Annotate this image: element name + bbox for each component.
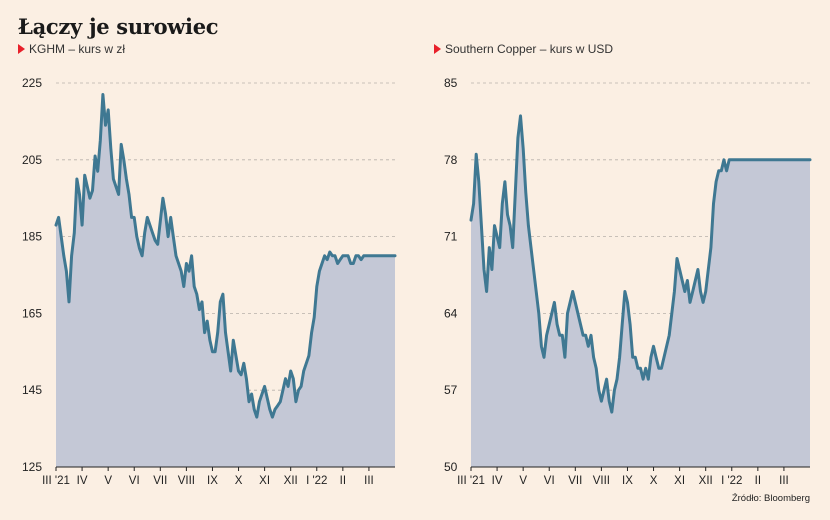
kghm-x-tick-label: III <box>364 475 374 487</box>
kghm-x-tick-label: VI <box>129 475 140 487</box>
kghm-subtitle: KGHM – kurs w zł <box>18 42 125 56</box>
kghm-x-tick-label: IV <box>77 475 88 487</box>
southern-copper-x-tick-label: IV <box>492 475 503 487</box>
southern-copper-y-tick-label: 85 <box>444 76 458 90</box>
southern-copper-area <box>471 115 810 468</box>
southern-copper-x-tick-label: III '21 <box>457 475 485 487</box>
kghm-y-tick-label: 165 <box>22 306 42 320</box>
kghm-area <box>56 94 395 467</box>
southern-copper-x-tick-label: X <box>650 475 658 487</box>
kghm-price-line <box>54 93 397 419</box>
southern-copper-x-tick-label: IX <box>622 475 633 487</box>
kghm-x-tick-label: III '21 <box>42 475 70 487</box>
southern-copper-x-tick-label: VII <box>568 475 582 487</box>
kghm-subtitle-text: KGHM – kurs w zł <box>29 42 126 56</box>
red-triangle-icon <box>18 44 25 54</box>
kghm-x-tick-label: XII <box>284 475 298 487</box>
red-triangle-icon <box>434 44 441 54</box>
southern-copper-y-tick-label: 57 <box>444 383 458 397</box>
southern-copper-x-tick-label: III <box>779 475 789 487</box>
kghm-x-tick-label: X <box>235 475 243 487</box>
chart-title: Łączy je surowiec <box>18 14 219 39</box>
kghm-y-tick-label: 125 <box>22 460 42 474</box>
southern-copper-x-tick-label: II <box>755 475 761 487</box>
kghm-x-tick-label: V <box>104 475 112 487</box>
southern-copper-y-tick-label: 50 <box>444 460 458 474</box>
southern-copper-x-tick-label: V <box>519 475 527 487</box>
southern-copper-subtitle-text: Southern Copper – kurs w USD <box>445 42 614 56</box>
kghm-y-tick-label: 205 <box>22 153 42 167</box>
kghm-y-tick-label: 145 <box>22 383 42 397</box>
kghm-x-tick-label: VIII <box>178 475 195 487</box>
kghm-y-tick-label: 185 <box>22 230 42 244</box>
kghm-x-tick-label: IX <box>207 475 218 487</box>
kghm-x-tick-label: I '22 <box>306 475 327 487</box>
southern-copper-y-tick-label: 71 <box>444 230 458 244</box>
southern-copper-x-tick-label: I '22 <box>721 475 742 487</box>
southern-copper-y-tick-label: 64 <box>444 306 458 320</box>
southern-copper-x-tick-label: XII <box>699 475 713 487</box>
southern-copper-y-tick-label: 78 <box>444 153 458 167</box>
kghm-x-tick-label: VII <box>153 475 167 487</box>
southern-copper-x-tick-label: VI <box>544 475 555 487</box>
southern-copper-subtitle: Southern Copper – kurs w USD <box>434 42 613 56</box>
southern-copper-price-line <box>469 114 812 414</box>
southern-copper-x-tick-label: VIII <box>593 475 610 487</box>
southern-copper-x-tick-label: XI <box>674 475 685 487</box>
source-note: Źródło: Bloomberg <box>731 493 810 504</box>
kghm-x-tick-label: II <box>340 475 346 487</box>
kghm-x-tick-label: XI <box>259 475 270 487</box>
kghm-y-tick-label: 225 <box>22 76 42 90</box>
